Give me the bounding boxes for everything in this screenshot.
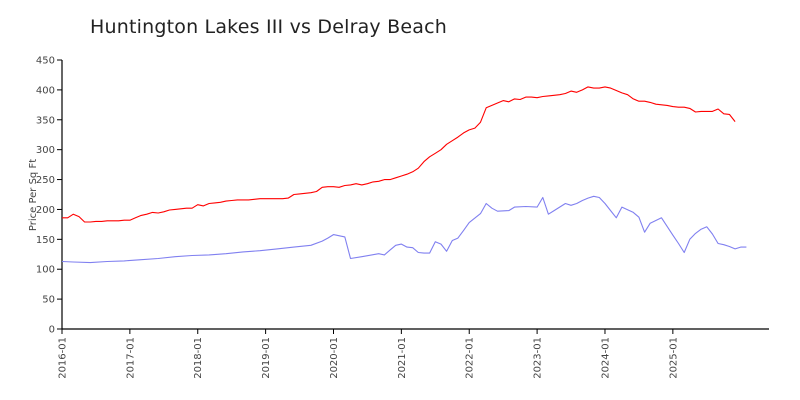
series-line-2	[61, 195, 747, 264]
series-line-1	[62, 86, 736, 223]
x-tick-label: 2021-01	[397, 337, 408, 379]
y-axis-title: Price Per Sq Ft	[28, 159, 39, 231]
x-tick-label: 2025-01	[668, 337, 679, 379]
x-axis: 2016-01 2017-01 2018-01 2019-01 2020-01 2021-…	[58, 328, 769, 379]
y-tick-label: 100	[36, 265, 55, 276]
y-axis: 0 50 100 150 200 250 300 350 400 450	[36, 56, 63, 336]
series-layer	[61, 86, 747, 264]
x-tick-label: 2017-01	[125, 337, 136, 379]
x-tick-label: 2022-01	[465, 337, 476, 379]
chart-title: Huntington Lakes III vs Delray Beach	[90, 16, 447, 38]
y-tick-label: 300	[36, 145, 55, 156]
x-tick-label: 2023-01	[533, 337, 544, 379]
x-tick-label: 2018-01	[193, 337, 204, 379]
x-tick-label: 2020-01	[329, 337, 340, 379]
y-tick-label: 350	[36, 115, 55, 126]
y-tick-label: 200	[36, 205, 55, 216]
y-tick-label: 0	[49, 325, 55, 336]
y-tick-label: 250	[36, 175, 55, 186]
y-tick-label: 450	[36, 56, 55, 67]
x-tick-label: 2016-01	[58, 337, 69, 379]
x-tick-label: 2024-01	[600, 337, 611, 379]
y-tick-label: 150	[36, 235, 55, 246]
x-tick-label: 2019-01	[261, 337, 272, 379]
y-tick-label: 50	[42, 295, 55, 306]
y-tick-label: 400	[36, 85, 55, 96]
